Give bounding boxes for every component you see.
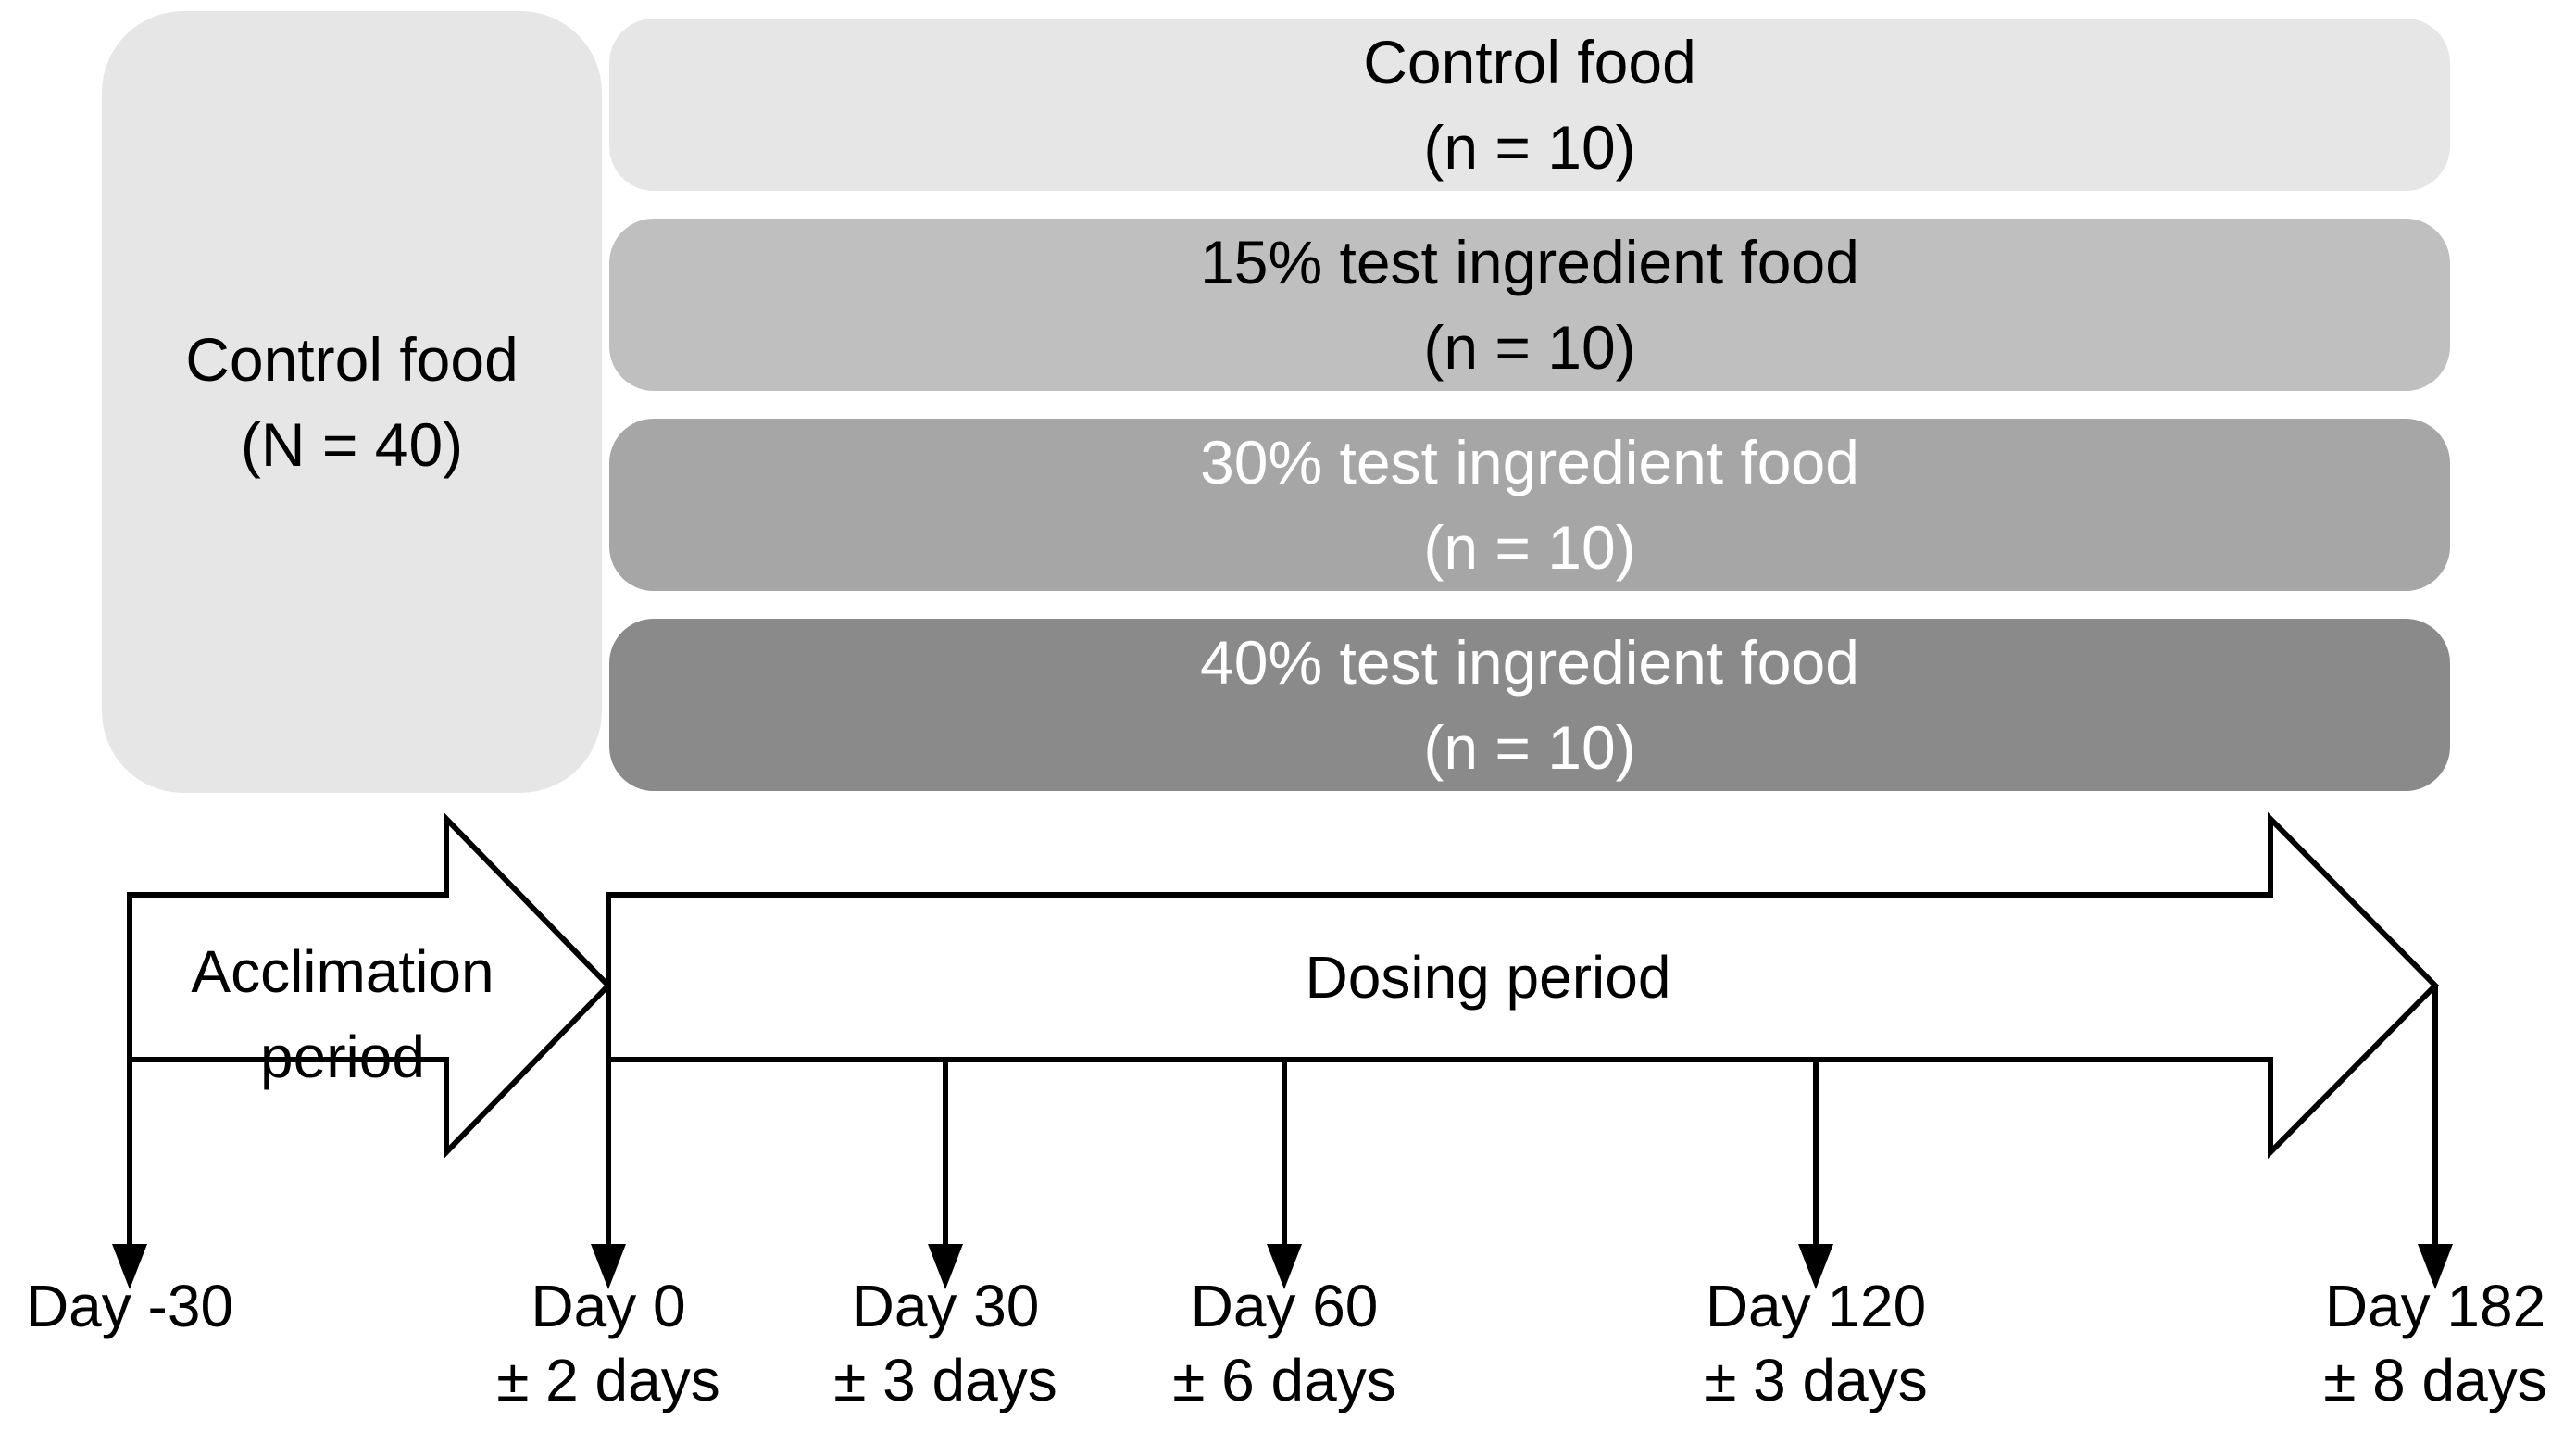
tick-label-day-120: Day 120 ± 3 days [1584,1269,2047,1417]
group-bar-control: Control food (n = 10) [609,19,2450,191]
group-count: (n = 10) [1423,713,1636,782]
tick-arrowhead-day-30 [928,1244,963,1289]
tick-arrowhead-day-minus-30 [112,1244,147,1289]
dosing-period-text: Dosing period [1305,944,1671,1011]
group-label: 15% test ingredient food [1200,228,1859,296]
tick-day: Day 30 [851,1273,1040,1339]
group-count: (n = 10) [1423,113,1636,182]
tick-arrowhead-day-60 [1267,1244,1302,1289]
dosing-period-label: Dosing period [608,895,2368,1060]
group-label: Control food [1363,28,1696,96]
tick-label-day-0: Day 0 ± 2 days [377,1269,840,1417]
acclimation-arrow-shape [127,811,613,1160]
tick-day: Day 182 [2324,1273,2546,1339]
group-bar-40-percent: 40% test ingredient food (n = 10) [609,619,2450,791]
group-count: (n = 10) [1423,313,1636,382]
tick-label-day-60: Day 60 ± 6 days [1053,1269,1516,1417]
source-box-count: (N = 40) [240,410,464,479]
acclimation-period-line2: period [260,1024,425,1090]
tick-label-day-30: Day 30 ± 3 days [714,1269,1177,1417]
tick-day: Day 120 [1705,1273,1927,1339]
tick-label-day-minus-30: Day -30 [0,1269,361,1343]
tick-label-day-182: Day 182 ± 8 days [2204,1269,2576,1417]
source-box-control-food: Control food (N = 40) [102,11,602,793]
tick-tolerance: ± 6 days [1172,1347,1396,1413]
dosing-arrow-shape [606,811,2440,1160]
group-label: 40% test ingredient food [1200,628,1859,697]
acclimation-period-label: Acclimation period [130,908,556,1093]
tick-tolerance: ± 2 days [496,1347,720,1413]
group-bar-15-percent: 15% test ingredient food (n = 10) [609,219,2450,391]
tick-tolerance: ± 3 days [833,1347,1057,1413]
group-bar-30-percent: 30% test ingredient food (n = 10) [609,419,2450,591]
tick-arrowhead-day-0 [591,1244,626,1289]
tick-day: Day -30 [25,1273,234,1339]
tick-tolerance: ± 3 days [1704,1347,1928,1413]
group-count: (n = 10) [1423,513,1636,582]
tick-day: Day 60 [1190,1273,1379,1339]
tick-day: Day 0 [531,1273,686,1339]
tick-tolerance: ± 8 days [2323,1347,2547,1413]
group-label: 30% test ingredient food [1200,428,1859,496]
tick-arrowhead-day-120 [1798,1244,1833,1289]
acclimation-period-line1: Acclimation [191,938,494,1005]
tick-arrowhead-day-182 [2418,1244,2453,1289]
source-box-label: Control food [185,325,519,394]
